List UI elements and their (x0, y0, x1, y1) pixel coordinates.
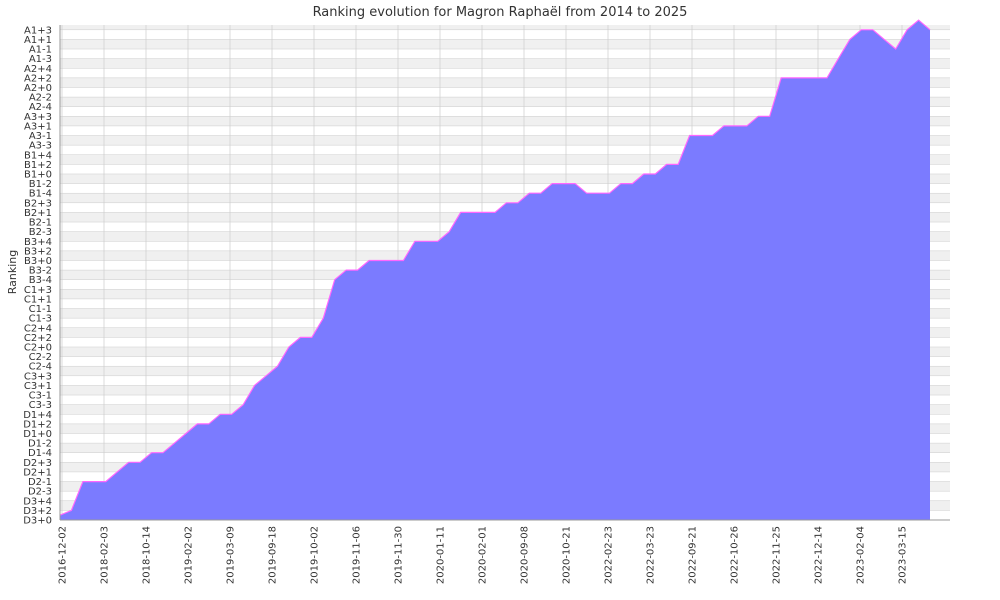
y-tick-label: A2-4 (29, 102, 52, 113)
y-tick-label: C3+3 (24, 371, 52, 382)
y-tick-label: A1+1 (24, 35, 52, 46)
y-tick-label: D2-3 (28, 487, 52, 498)
row-band (60, 135, 950, 146)
row-band (60, 58, 950, 69)
y-tick-label: B1+2 (24, 160, 52, 171)
y-tick-label: B2-1 (29, 218, 52, 229)
y-tick-label: B3+4 (24, 237, 52, 248)
y-tick-label: B1+0 (24, 169, 52, 180)
y-tick-label: D1+2 (23, 419, 52, 430)
row-band (60, 173, 950, 184)
y-tick-label: A2+2 (24, 73, 52, 84)
ranking-area (60, 20, 930, 520)
y-tick-label: C2+0 (24, 342, 52, 353)
x-tick-label: 2022-11-25 (772, 526, 783, 584)
x-tick-label: 2020-01-11 (436, 526, 447, 584)
y-tick-label: A2-2 (29, 93, 52, 104)
y-tick-label: D1-2 (28, 439, 52, 450)
y-tick-label: D2-1 (28, 477, 52, 488)
y-tick-label: A1-3 (29, 54, 52, 65)
y-tick-label: C1-3 (29, 314, 52, 325)
y-tick-label: C2-2 (29, 352, 52, 363)
x-tick-label: 2019-03-09 (226, 526, 237, 584)
y-tick-label: D1+0 (23, 429, 52, 440)
y-tick-labels: D3+0D3+2D3+4D2-3D2-1D2+1D2+3D1-4D1-2D1+0… (23, 25, 52, 526)
x-tick-label: 2016-12-02 (58, 526, 69, 584)
y-tick-label: A2+0 (24, 83, 52, 94)
y-tick-label: B1-4 (29, 189, 52, 200)
row-band (60, 97, 950, 107)
y-tick-label: B3+0 (24, 256, 52, 267)
row-band (60, 25, 950, 30)
y-tick-label: C1+1 (24, 294, 52, 305)
row-band (60, 154, 950, 165)
x-tick-label: 2022-10-26 (730, 526, 741, 584)
x-tick-label: 2022-09-21 (688, 526, 699, 584)
y-tick-label: D1+4 (23, 410, 52, 421)
y-tick-label: B1+4 (24, 150, 52, 161)
y-tick-label: A2+4 (24, 64, 52, 75)
y-tick-label: D2+1 (23, 467, 52, 478)
y-tick-label: A3+3 (24, 112, 52, 123)
y-tick-label: C2+4 (24, 323, 52, 334)
x-tick-label: 2019-11-06 (352, 526, 363, 584)
y-tick-label: A3-3 (29, 141, 52, 152)
y-tick-label: A3-1 (29, 131, 52, 142)
y-tick-label: D3+2 (23, 506, 52, 517)
x-tick-label: 2023-02-04 (856, 526, 867, 584)
x-tick-label: 2020-02-01 (478, 526, 489, 584)
y-tick-label: B3-4 (29, 275, 52, 286)
y-tick-label: D3+4 (23, 496, 52, 507)
x-tick-label: 2019-10-02 (310, 526, 321, 584)
y-tick-label: A3+1 (24, 121, 52, 132)
y-tick-label: D2+3 (23, 458, 52, 469)
x-tick-label: 2023-03-15 (898, 526, 909, 584)
row-band (60, 77, 950, 88)
y-tick-label: B2+3 (24, 198, 52, 209)
row-band (60, 39, 950, 50)
y-tick-label: C2-4 (29, 362, 52, 373)
y-axis-label: Ranking (6, 250, 19, 295)
y-tick-label: B1-2 (29, 179, 52, 190)
x-tick-label: 2022-12-14 (814, 526, 825, 584)
x-tick-label: 2018-10-14 (142, 526, 153, 584)
y-tick-label: D1-4 (28, 448, 52, 459)
y-tick-label: C2+2 (24, 333, 52, 344)
chart-title: Ranking evolution for Magron Raphaël fro… (313, 5, 688, 20)
y-tick-label: C3-3 (29, 400, 52, 411)
y-tick-label: B3+2 (24, 246, 52, 257)
y-tick-label: B3-2 (29, 266, 52, 277)
y-tick-label: C1+3 (24, 285, 52, 296)
y-tick-label: B2+1 (24, 208, 52, 219)
y-tick-label: C3-1 (29, 391, 52, 402)
y-tick-label: C3+1 (24, 381, 52, 392)
x-tick-label: 2019-09-18 (268, 526, 279, 584)
row-band (60, 193, 950, 203)
x-tick-label: 2022-03-23 (646, 526, 657, 584)
y-tick-label: A1-1 (29, 45, 52, 56)
ranking-line (59, 19, 931, 516)
x-tick-label: 2020-10-21 (562, 526, 573, 584)
x-tick-label: 2020-09-08 (520, 526, 531, 584)
y-tick-label: C1-1 (29, 304, 52, 315)
x-tick-label: 2022-02-23 (604, 526, 615, 584)
x-tick-label: 2019-11-30 (394, 526, 405, 584)
x-tick-label: 2019-02-02 (184, 526, 195, 584)
y-tick-label: D3+0 (23, 516, 52, 527)
x-tick-labels: 2016-12-02 2018-02-03 2018-10-14 2019-02-02… (58, 526, 909, 584)
y-tick-label: B2-3 (29, 227, 52, 238)
y-tick-label: A1+3 (24, 25, 52, 36)
x-tick-label: 2018-02-03 (100, 526, 111, 584)
row-band (60, 116, 950, 126)
